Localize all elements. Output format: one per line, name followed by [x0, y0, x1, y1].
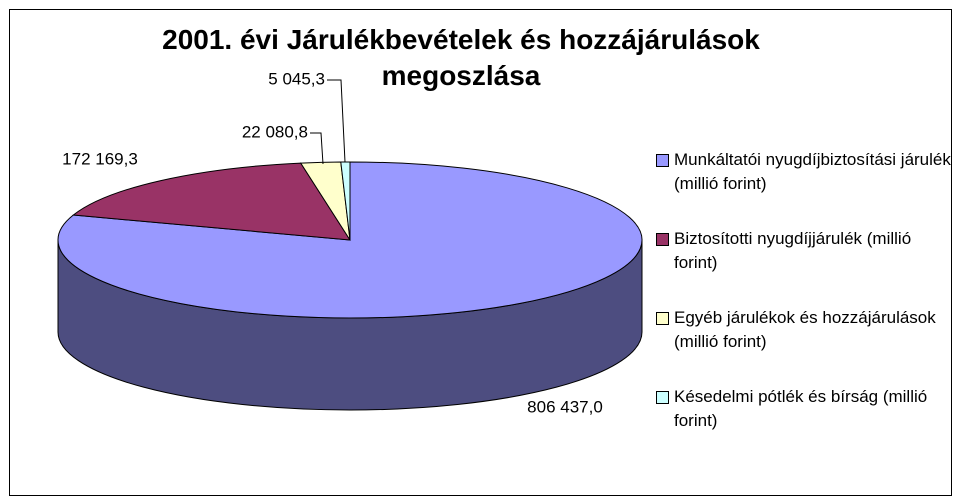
- legend-swatch: [656, 154, 669, 167]
- legend-label: Biztosítotti nyugdíjjárulék (millió fori…: [674, 229, 912, 272]
- legend-swatch: [656, 391, 669, 404]
- legend-item: Munkáltatói nyugdíjbiztosítási járulék (…: [656, 148, 956, 196]
- legend-item: Egyéb járulékok és hozzájárulások (milli…: [656, 306, 956, 354]
- legend-item: Késedelmi pótlék és bírság (millió forin…: [656, 385, 956, 433]
- data-label: 172 169,3: [62, 149, 138, 168]
- legend-item: Biztosítotti nyugdíjjárulék (millió fori…: [656, 227, 956, 275]
- leader-line: [327, 79, 346, 163]
- legend-label: Késedelmi pótlék és bírság (millió forin…: [674, 387, 928, 430]
- legend-label: Munkáltatói nyugdíjbiztosítási járulék (…: [674, 150, 951, 193]
- slice: [72, 162, 351, 241]
- legend-label: Egyéb járulékok és hozzájárulások (milli…: [674, 308, 936, 351]
- data-label: 5 045,3: [268, 69, 325, 88]
- data-label: 22 080,8: [242, 122, 308, 141]
- legend-swatch: [656, 312, 669, 325]
- leader-line: [310, 132, 324, 165]
- chart-title: 2001. évi Járulékbevételek és hozzájárul…: [162, 24, 760, 91]
- data-label: 806 437,0: [527, 397, 603, 416]
- legend-swatch: [656, 233, 669, 246]
- slice: [340, 161, 351, 241]
